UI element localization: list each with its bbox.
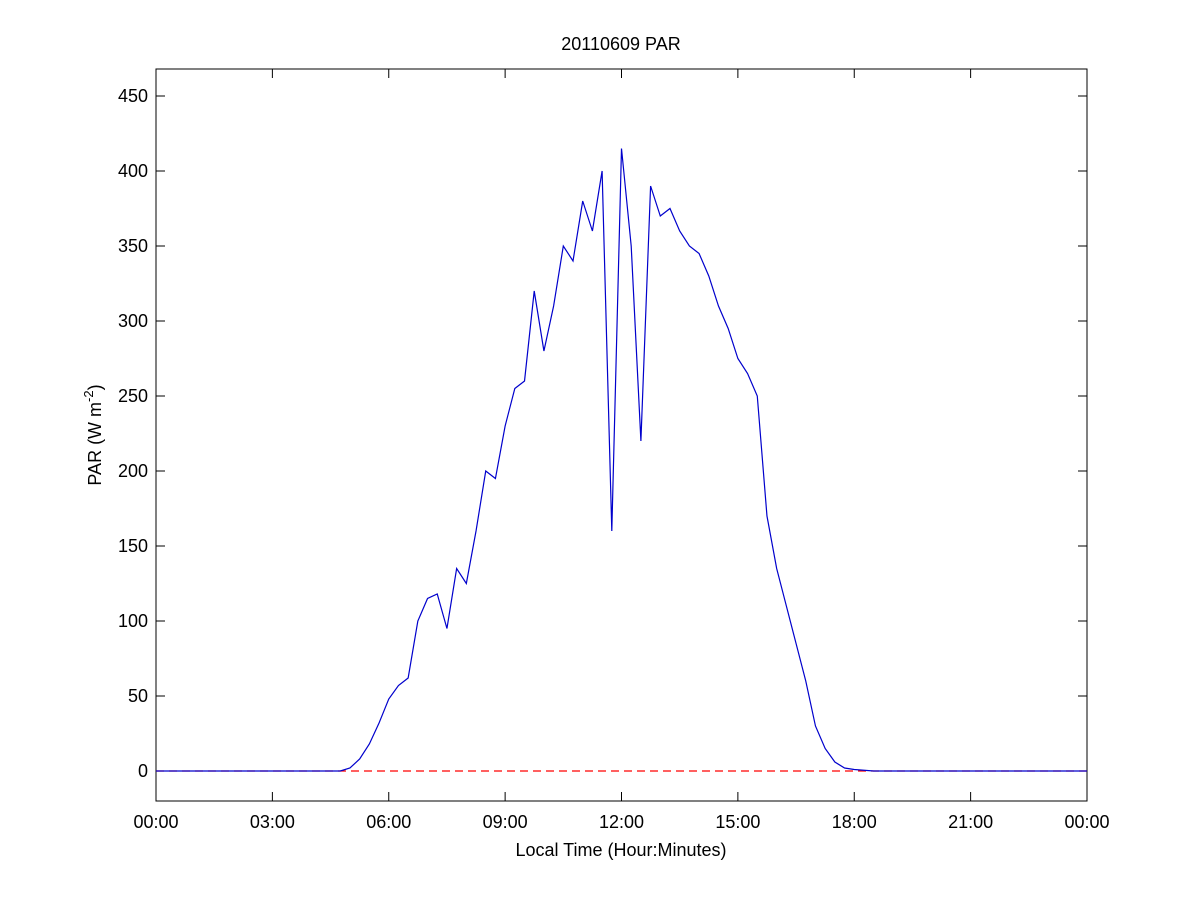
y-tick-label: 50 [128,686,148,706]
plot-box [155,68,1088,802]
y-label-main: PAR (W m [85,402,105,486]
y-label-end: ) [85,384,105,390]
y-tick-label: 350 [118,236,148,256]
x-axis-label: Local Time (Hour:Minutes) [515,840,726,860]
x-tick-label: 06:00 [366,812,411,832]
x-tick-label: 09:00 [483,812,528,832]
y-tick-label: 300 [118,311,148,331]
chart-title: 20110609 PAR [561,34,680,54]
x-tick-label: 21:00 [948,812,993,832]
y-tick-label: 250 [118,386,148,406]
y-label-sup: -2 [81,390,96,402]
y-tick-label: 150 [118,536,148,556]
x-tick-label: 12:00 [599,812,644,832]
x-tick-label: 00:00 [133,812,178,832]
y-tick-label: 100 [118,611,148,631]
data-line [156,148,1087,772]
y-tick-label: 0 [138,761,148,781]
y-tick-label: 200 [118,461,148,481]
x-tick-label: 18:00 [832,812,877,832]
x-tick-label: 03:00 [250,812,295,832]
y-tick-label: 400 [118,161,148,181]
x-tick-label: 15:00 [715,812,760,832]
x-tick-label: 00:00 [1064,812,1109,832]
y-tick-label: 450 [118,86,148,106]
y-axis-label: PAR (W m-2) [81,384,105,485]
